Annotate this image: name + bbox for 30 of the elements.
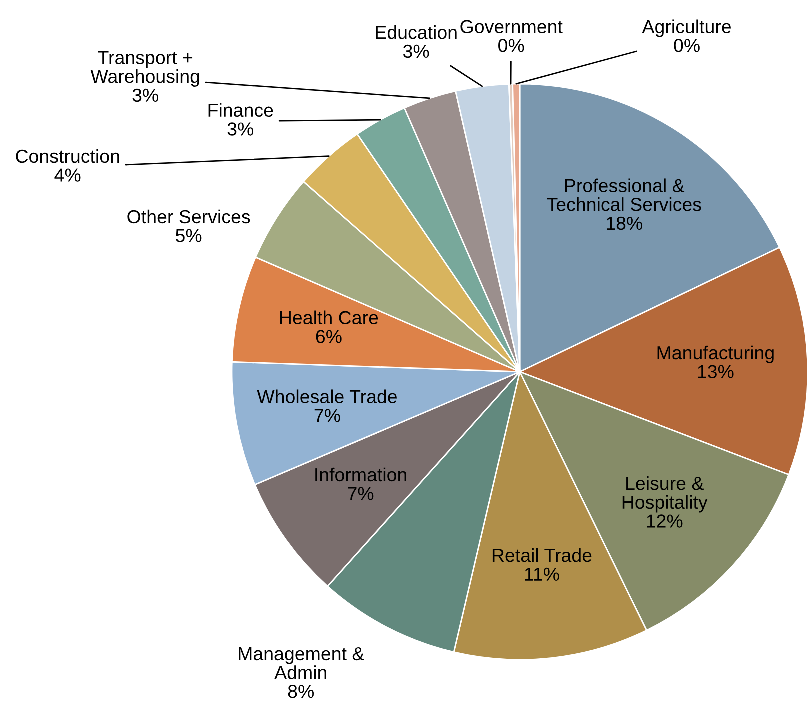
slice-label: Other Services [128,210,250,224]
slice-label: Transport + Warehousing [90,51,200,87]
slice-label: Professional & Technical Services [547,178,702,212]
data-label: 7% [348,487,374,500]
data-label: 7% [314,409,340,422]
slice-label: Leisure & Hospitality [622,476,708,513]
data-label: 5% [176,229,202,242]
slice-label: Health Care [280,310,378,325]
data-label: 3% [132,88,158,102]
slice-label: Manufacturing [658,346,774,364]
slice-label: Agriculture [642,20,732,38]
slice-label: Construction [16,149,120,164]
data-label: 13% [698,365,734,379]
slice-label: Government [460,20,563,34]
data-label: 3% [403,44,430,58]
data-label: 18% [607,216,642,230]
data-label: 11% [525,568,560,581]
slice-label: Finance [208,103,274,118]
data-label: 8% [288,684,314,698]
slice-label: Retail Trade [492,548,592,562]
data-label: 4% [54,168,81,182]
slice-label: Education [376,26,457,40]
data-label: 6% [316,330,342,344]
data-label: 0% [674,39,700,52]
slice-label: Management & Admin [239,647,364,680]
data-label: 3% [228,122,254,136]
data-label: 12% [647,514,683,528]
data-label: 0% [498,39,524,52]
slice-label: Wholesale Trade [257,390,397,404]
slice-label: Information [316,468,406,482]
